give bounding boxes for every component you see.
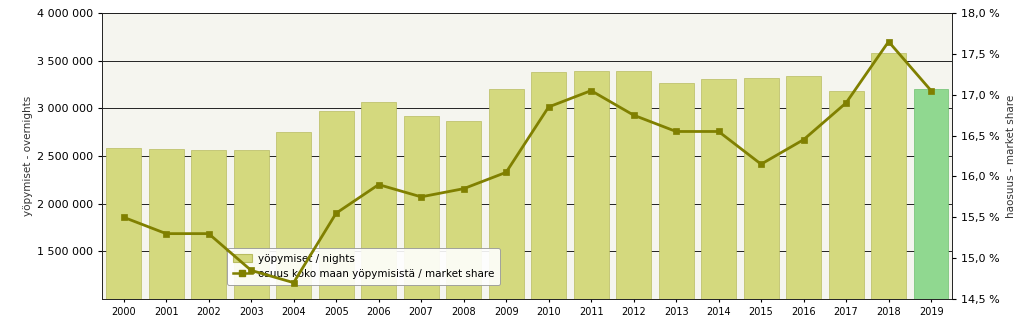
- Bar: [233, 150, 268, 325]
- Bar: [871, 53, 906, 325]
- Y-axis label: haosuus - market share: haosuus - market share: [1006, 94, 1016, 218]
- Bar: [488, 89, 523, 325]
- Bar: [318, 111, 353, 325]
- Bar: [191, 150, 226, 325]
- Bar: [531, 72, 566, 325]
- Bar: [616, 71, 651, 325]
- Bar: [786, 76, 821, 325]
- Bar: [743, 78, 778, 325]
- Legend: yöpymiset / nights, osuus koko maan yöpymisistä / market share: yöpymiset / nights, osuus koko maan yöpy…: [226, 248, 501, 285]
- Y-axis label: yöpymiset - overnights: yöpymiset - overnights: [24, 96, 33, 216]
- Bar: [658, 83, 693, 325]
- Bar: [106, 149, 141, 325]
- Bar: [361, 102, 396, 325]
- Bar: [446, 121, 481, 325]
- Bar: [573, 71, 608, 325]
- Bar: [276, 132, 311, 325]
- Bar: [403, 116, 438, 325]
- Bar: [913, 89, 948, 325]
- Bar: [701, 79, 736, 325]
- Bar: [148, 149, 183, 325]
- Bar: [828, 91, 863, 325]
